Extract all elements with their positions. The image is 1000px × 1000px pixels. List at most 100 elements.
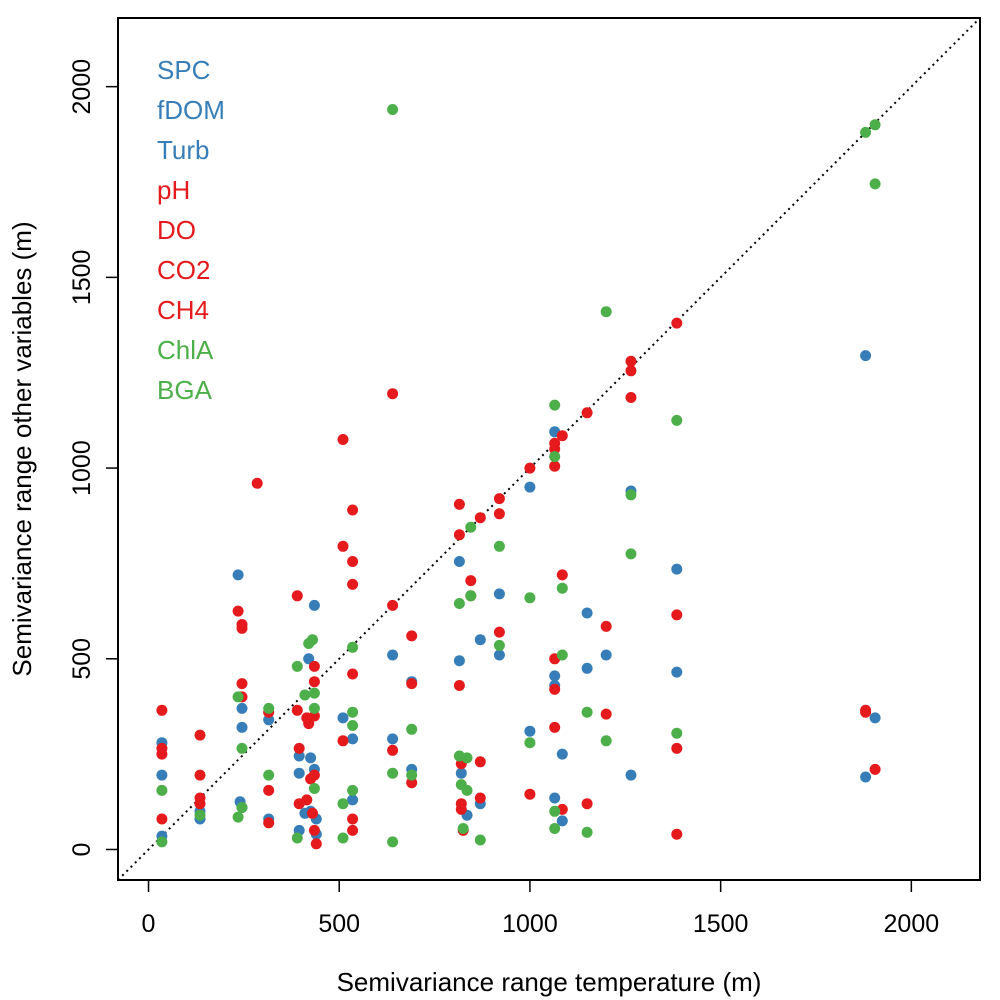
data-point	[303, 718, 315, 730]
data-point	[406, 723, 418, 735]
data-point	[156, 784, 168, 796]
data-point	[860, 706, 872, 718]
data-point	[194, 769, 206, 781]
data-point	[524, 725, 536, 737]
legend-entry: fDOM	[157, 95, 225, 125]
data-point	[493, 588, 505, 600]
data-point	[600, 735, 612, 747]
data-point	[236, 678, 248, 690]
data-point	[581, 706, 593, 718]
data-point	[453, 498, 465, 510]
data-point	[406, 678, 418, 690]
data-point	[556, 569, 568, 581]
data-point	[406, 769, 418, 781]
data-point	[581, 607, 593, 619]
data-point	[860, 350, 872, 362]
data-point	[303, 653, 315, 665]
data-point	[232, 811, 244, 823]
x-axis-title: Semivariance range temperature (m)	[337, 967, 762, 997]
data-point	[556, 582, 568, 594]
data-point	[556, 748, 568, 760]
data-point	[869, 763, 881, 775]
data-point	[493, 626, 505, 638]
data-point	[671, 742, 683, 754]
data-point	[581, 798, 593, 810]
x-tick-label: 1000	[502, 910, 558, 938]
data-point	[307, 807, 318, 819]
legend-entry: ChlA	[157, 335, 214, 365]
data-point	[337, 832, 349, 844]
data-point	[549, 792, 561, 804]
data-point	[387, 599, 399, 611]
data-point	[549, 399, 561, 411]
data-point	[347, 556, 359, 567]
data-point	[457, 823, 469, 834]
data-point	[387, 744, 399, 756]
data-point	[305, 752, 317, 764]
data-point	[493, 649, 505, 661]
data-point	[581, 826, 593, 838]
y-tick-label: 1500	[68, 250, 96, 306]
data-point	[387, 733, 399, 745]
data-point	[549, 451, 561, 463]
data-point	[291, 660, 303, 672]
x-tick-label: 500	[318, 910, 360, 938]
data-point	[308, 783, 320, 794]
data-point	[549, 443, 561, 455]
data-point	[347, 578, 359, 590]
data-point	[869, 712, 881, 724]
y-axis: 0 500 1000 1500 2000	[68, 59, 119, 856]
data-point	[581, 407, 593, 419]
data-point	[232, 605, 244, 617]
legend-entry: pH	[157, 175, 190, 205]
data-point	[625, 355, 637, 367]
data-point	[556, 815, 568, 827]
data-point	[869, 178, 881, 190]
data-point	[291, 832, 303, 844]
data-point	[671, 828, 683, 840]
data-point	[493, 639, 505, 651]
data-point	[387, 836, 399, 848]
data-point	[308, 824, 320, 836]
x-tick-label: 0	[142, 910, 156, 938]
data-point	[308, 599, 320, 611]
y-axis-title: Semivariance range other variables (m)	[7, 221, 37, 676]
x-tick-label: 2000	[884, 910, 940, 938]
data-point	[236, 802, 248, 813]
y-tick-label: 2000	[68, 59, 96, 115]
data-point	[600, 620, 612, 632]
data-point	[251, 477, 263, 489]
data-point	[461, 784, 473, 796]
data-point	[347, 824, 359, 836]
data-point	[671, 317, 683, 329]
data-point	[549, 670, 561, 682]
data-point	[156, 704, 168, 716]
data-point	[347, 784, 359, 796]
data-point	[524, 788, 536, 800]
data-point	[347, 504, 359, 516]
data-point	[347, 641, 359, 653]
legend-entry: BGA	[157, 375, 213, 405]
data-point	[347, 668, 359, 680]
data-point	[194, 729, 206, 741]
data-point	[671, 609, 683, 621]
data-point	[236, 721, 248, 733]
data-point	[860, 126, 872, 138]
data-point	[493, 540, 505, 552]
data-point	[299, 689, 311, 701]
data-point	[524, 462, 536, 474]
data-point	[308, 702, 320, 714]
legend-entry: CH4	[157, 295, 209, 325]
data-point	[293, 742, 305, 754]
data-point	[156, 769, 168, 781]
data-point	[387, 104, 399, 115]
data-point	[869, 119, 881, 131]
data-point	[581, 662, 593, 674]
data-point	[337, 735, 349, 747]
data-point	[337, 798, 349, 810]
data-point	[308, 769, 320, 781]
data-point	[156, 836, 168, 848]
data-point	[860, 771, 872, 783]
data-point	[625, 365, 637, 377]
